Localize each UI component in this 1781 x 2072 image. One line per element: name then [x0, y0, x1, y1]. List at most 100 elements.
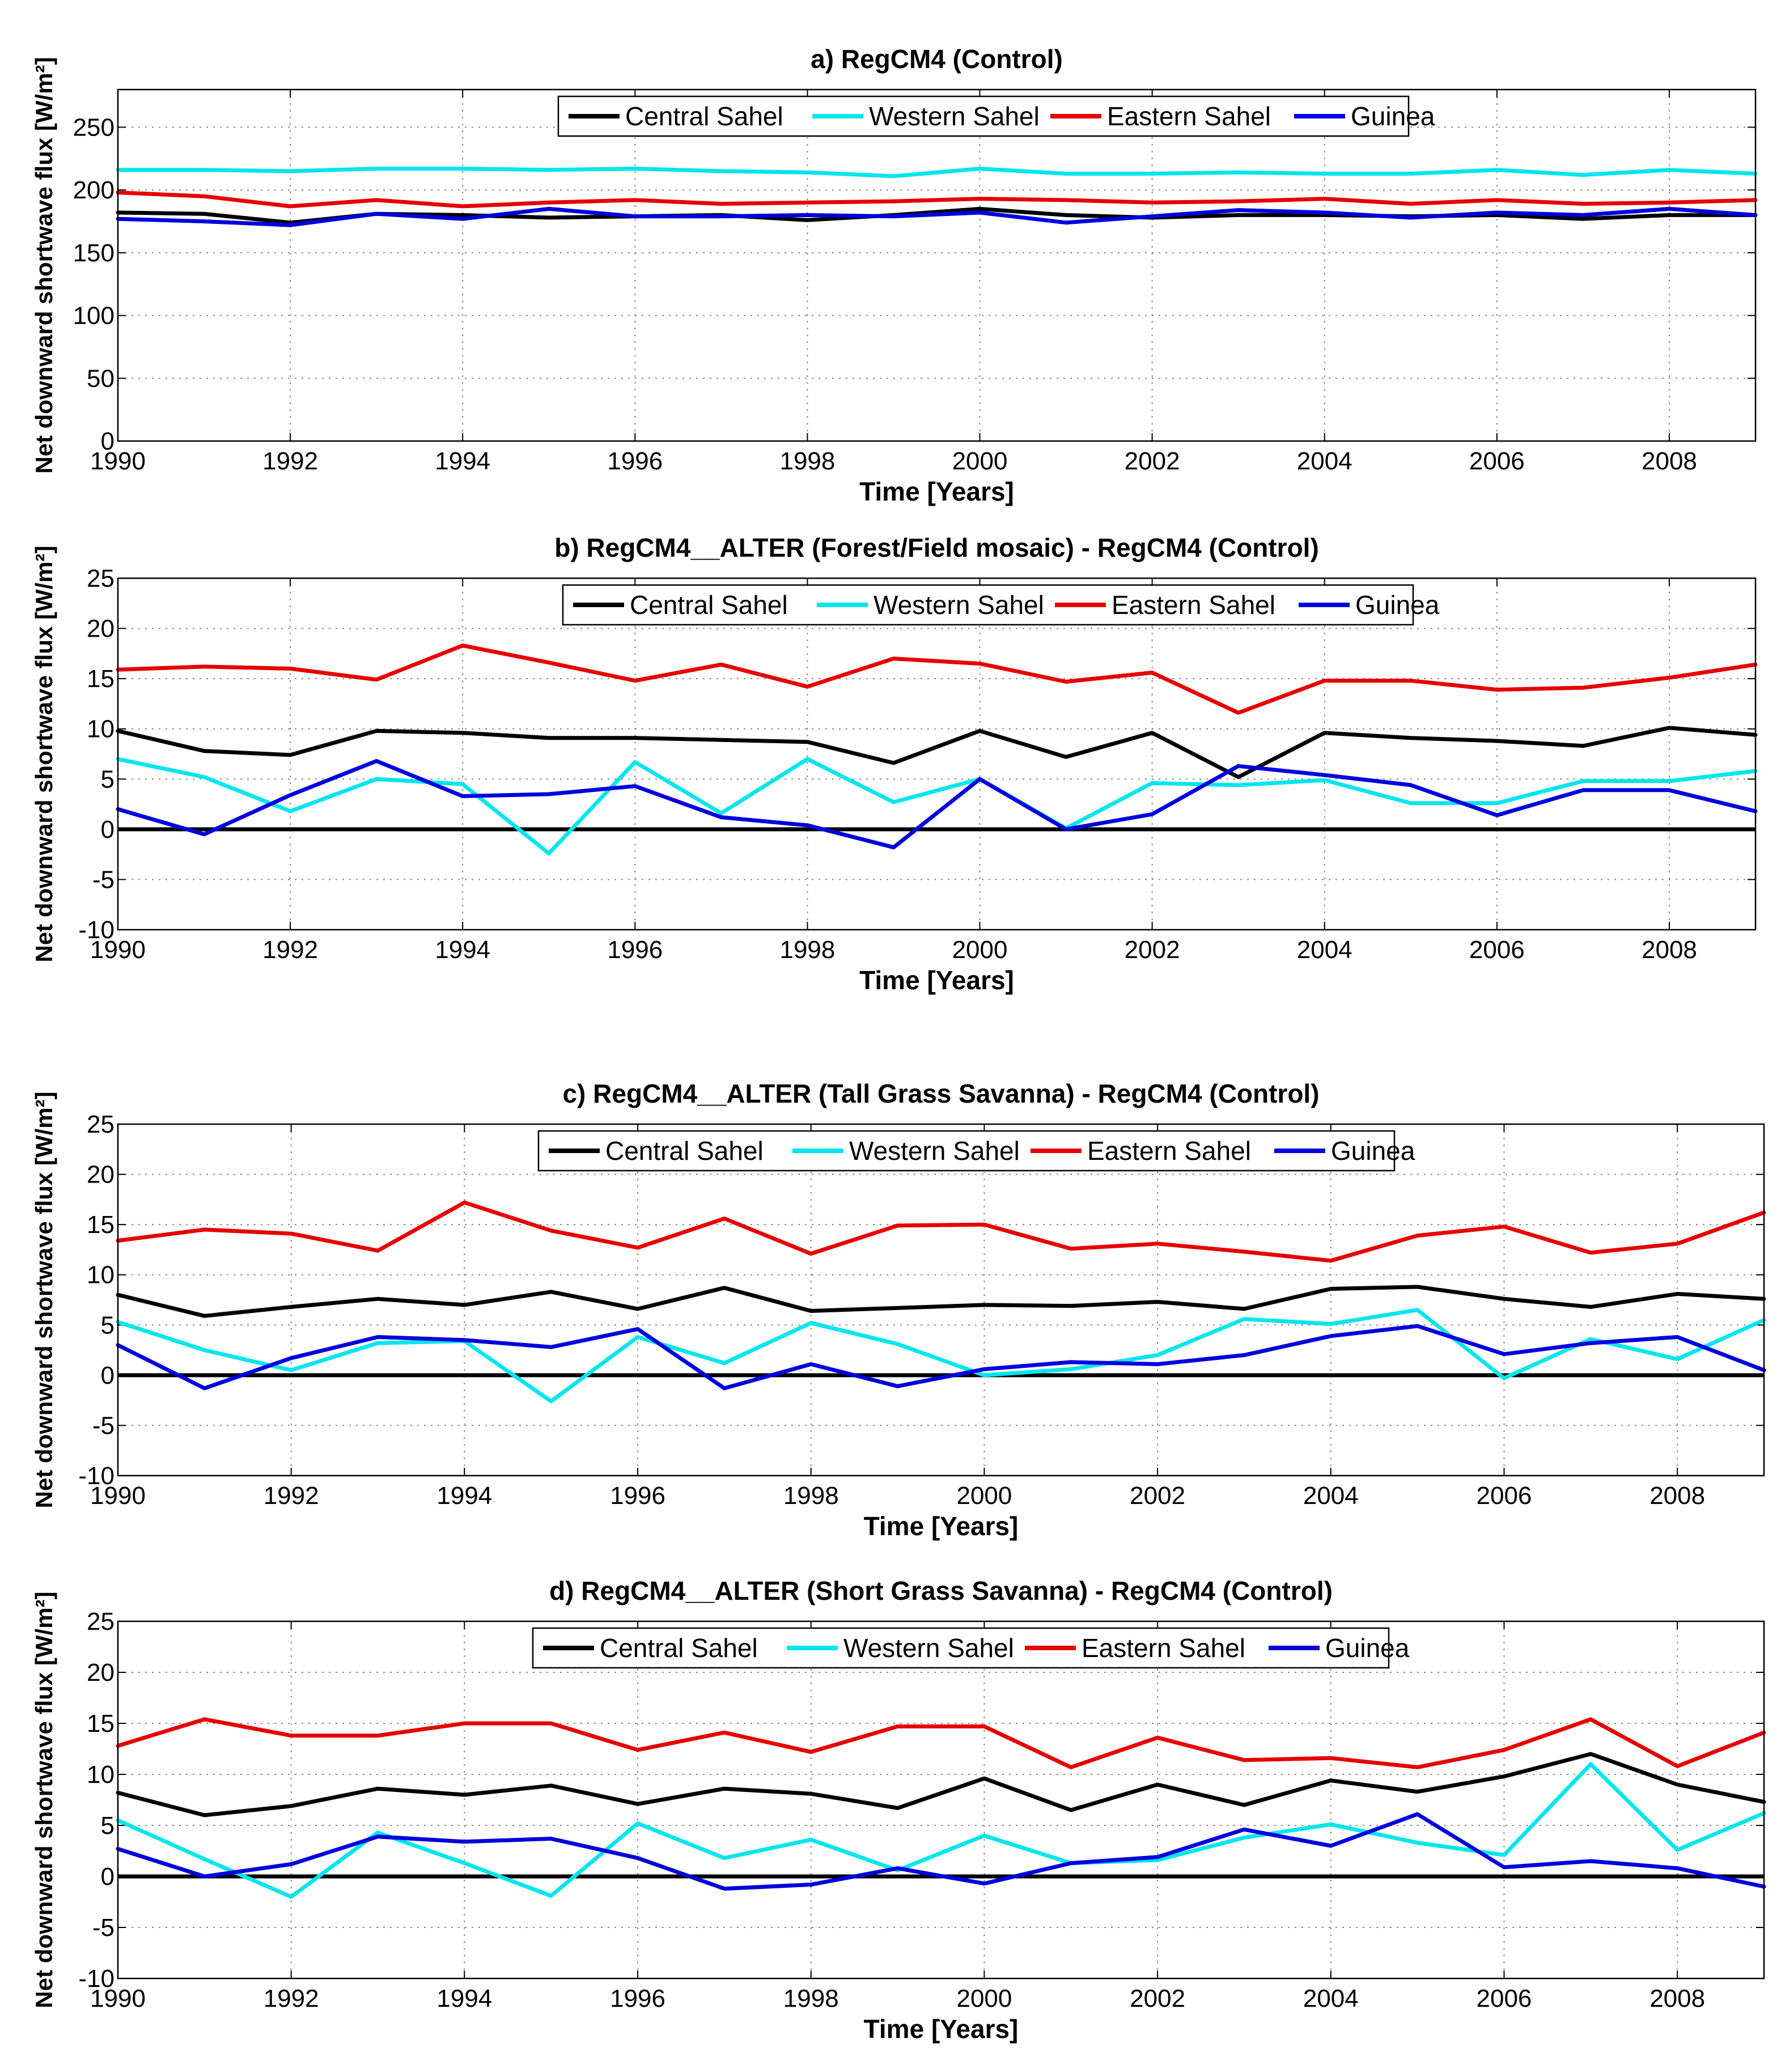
x-tick-label: 2002	[1125, 936, 1180, 964]
x-tick-label: 2008	[1642, 447, 1697, 475]
legend-label-eastern-sahel: Eastern Sahel	[1087, 1136, 1251, 1166]
legend-label-central-sahel: Central Sahel	[630, 590, 788, 620]
x-tick-label: 2008	[1642, 936, 1697, 964]
x-tick-label: 1994	[435, 447, 490, 475]
y-tick-label: -5	[92, 1914, 115, 1942]
chart-panel-d: 1990 1992 1994 1996 1998 2000 2002 2004 2006 2008…	[31, 1576, 1766, 2044]
legend: Central Sahel Western Sahel Eastern Sahel G…	[562, 584, 1440, 626]
y-axis-label: Net downward shortwave flux [W/m²]	[31, 545, 57, 962]
plot-area	[118, 90, 1755, 441]
x-tick-label: 1990	[90, 447, 146, 475]
y-tick-label: 5	[101, 765, 115, 793]
y-tick-label: 200	[73, 176, 115, 204]
legend-label-eastern-sahel: Eastern Sahel	[1107, 101, 1271, 131]
y-tick-label: 10	[87, 1261, 115, 1289]
y-tick-label: 25	[87, 565, 115, 592]
legend-label-eastern-sahel: Eastern Sahel	[1112, 590, 1275, 620]
y-tick-label: -10	[78, 1462, 115, 1490]
x-tick-label: 1998	[783, 1985, 839, 2012]
x-tick-label: 2004	[1303, 1985, 1359, 2012]
y-tick-label: 15	[87, 665, 115, 693]
x-tick-label: 2002	[1125, 447, 1180, 475]
series-line-western-sahel	[116, 757, 1758, 855]
x-axis-label: Time [Years]	[859, 965, 1014, 995]
y-tick-label: 50	[87, 365, 115, 392]
series-line-central-sahel	[116, 1285, 1766, 1318]
y-tick-label: -5	[92, 1412, 115, 1439]
series-line-eastern-sahel	[116, 1717, 1766, 1769]
y-tick-label: 20	[87, 1161, 115, 1189]
x-tick-label: 2006	[1469, 447, 1525, 475]
x-tick-label: 1992	[264, 1985, 319, 2012]
plot-area	[118, 578, 1755, 930]
x-tick-label: 1996	[607, 936, 663, 964]
legend-label-guinea: Guinea	[1331, 1136, 1415, 1166]
series-line-central-sahel	[116, 1752, 1766, 1817]
y-tick-label: 250	[73, 113, 115, 141]
legend-label-guinea: Guinea	[1325, 1633, 1410, 1663]
legend-label-central-sahel: Central Sahel	[600, 1633, 758, 1663]
y-tick-label: 5	[101, 1812, 115, 1840]
y-tick-label: 25	[87, 1111, 115, 1138]
x-tick-label: 2008	[1649, 1482, 1705, 1510]
x-tick-label: 2000	[952, 936, 1008, 964]
y-tick-label: 15	[87, 1710, 115, 1738]
legend-box	[532, 1627, 1390, 1669]
chart-title: c) RegCM4__ALTER (Tall Grass Savanna) - …	[562, 1079, 1319, 1108]
x-tick-label: 1996	[610, 1985, 665, 2012]
x-tick-label: 2006	[1477, 1482, 1532, 1510]
x-tick-label: 2000	[952, 447, 1008, 475]
y-tick-label: 10	[87, 1761, 115, 1789]
legend-label-western-sahel: Western Sahel	[873, 590, 1044, 620]
series-line-guinea	[116, 1324, 1766, 1391]
x-tick-label: 2004	[1297, 447, 1352, 475]
x-tick-label: 2006	[1469, 936, 1525, 964]
x-tick-label: 2000	[956, 1985, 1012, 2012]
legend-label-western-sahel: Western Sahel	[843, 1633, 1014, 1663]
x-tick-label: 1998	[779, 447, 835, 475]
x-tick-label: 1990	[90, 1482, 146, 1510]
series-line-eastern-sahel	[116, 643, 1758, 715]
x-axis-label: Time [Years]	[864, 2014, 1019, 2044]
legend-label-guinea: Guinea	[1351, 101, 1435, 131]
y-tick-label: 0	[101, 1362, 115, 1389]
x-tick-label: 2004	[1303, 1482, 1359, 1510]
x-tick-label: 1998	[779, 936, 835, 964]
y-tick-label: 15	[87, 1211, 115, 1239]
y-tick-label: -5	[92, 866, 115, 893]
legend-label-central-sahel: Central Sahel	[605, 1136, 764, 1166]
chart-title: b) RegCM4__ALTER (Forest/Field mosaic) -…	[554, 533, 1319, 562]
x-tick-label: 1998	[783, 1482, 839, 1510]
y-tick-label: 10	[87, 715, 115, 743]
x-tick-label: 2008	[1649, 1985, 1705, 2012]
series-line-guinea	[116, 1812, 1766, 1891]
legend: Central Sahel Western Sahel Eastern Sahel G…	[557, 95, 1435, 137]
series-line-guinea	[116, 206, 1758, 227]
x-tick-label: 1992	[264, 1482, 319, 1510]
chart-panel-b: 1990 1992 1994 1996 1998 2000 2002 2004 2006 2008…	[31, 533, 1758, 995]
x-tick-label: 1994	[435, 936, 490, 964]
x-tick-label: 1996	[607, 447, 663, 475]
x-tick-label: 2002	[1130, 1482, 1185, 1510]
y-axis-label: Net downward shortwave flux [W/m²]	[31, 57, 57, 473]
legend-label-western-sahel: Western Sahel	[849, 1136, 1020, 1166]
chart-panel-a: 1990 1992 1994 1996 1998 2000 2002 2004 2006 2008…	[31, 44, 1758, 506]
legend-box	[562, 584, 1414, 626]
x-tick-label: 1994	[436, 1985, 492, 2012]
series-line-western-sahel	[116, 167, 1758, 179]
legend-label-central-sahel: Central Sahel	[625, 101, 783, 131]
x-axis-label: Time [Years]	[859, 477, 1014, 506]
plot-frame	[117, 1123, 1765, 1477]
y-tick-label: -10	[78, 1965, 115, 1993]
y-tick-label: 5	[101, 1311, 115, 1339]
y-tick-label: -10	[78, 916, 115, 944]
y-axis-label: Net downward shortwave flux [W/m²]	[31, 1591, 57, 2008]
legend-label-guinea: Guinea	[1355, 590, 1440, 620]
plot-frame	[117, 1620, 1765, 1980]
legend-box	[557, 95, 1410, 137]
plot-area	[118, 1621, 1764, 1978]
x-tick-label: 1992	[262, 936, 318, 964]
x-tick-label: 1994	[436, 1482, 492, 1510]
